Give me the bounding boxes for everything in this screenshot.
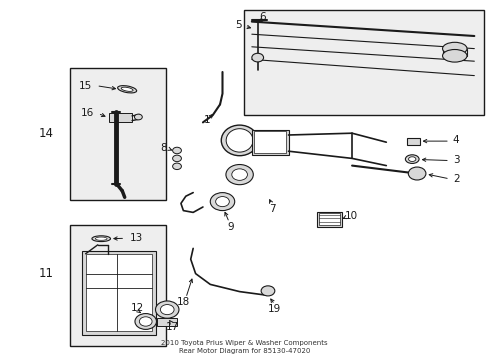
Bar: [318, 213, 340, 225]
Ellipse shape: [225, 129, 253, 152]
Text: 10: 10: [344, 211, 357, 221]
Text: 17: 17: [165, 322, 179, 332]
Ellipse shape: [407, 157, 415, 161]
Text: 1: 1: [203, 114, 210, 125]
Bar: [244, 10, 483, 115]
Text: 6: 6: [259, 12, 265, 22]
Bar: [82, 251, 155, 335]
Circle shape: [155, 301, 179, 318]
Ellipse shape: [405, 155, 418, 163]
Text: 19: 19: [267, 304, 281, 314]
Bar: [70, 225, 166, 346]
Circle shape: [172, 163, 181, 170]
Text: 13: 13: [129, 233, 143, 243]
Text: 14: 14: [39, 127, 54, 140]
Ellipse shape: [95, 237, 107, 240]
Ellipse shape: [221, 125, 258, 156]
Text: 12: 12: [131, 303, 144, 313]
Circle shape: [225, 165, 253, 185]
Ellipse shape: [118, 86, 136, 93]
Text: 8: 8: [160, 143, 167, 153]
Circle shape: [251, 53, 263, 62]
Ellipse shape: [121, 87, 133, 91]
Circle shape: [231, 169, 247, 180]
Text: 3: 3: [452, 155, 459, 165]
Bar: [254, 131, 285, 153]
Text: 2010 Toyota Prius Wiper & Washer Components
Rear Motor Diagram for 85130-47020: 2010 Toyota Prius Wiper & Washer Compone…: [161, 339, 327, 354]
Ellipse shape: [442, 42, 466, 55]
Bar: [251, 130, 288, 155]
Bar: [157, 318, 177, 326]
Circle shape: [261, 286, 274, 296]
Circle shape: [172, 155, 181, 162]
Text: 4: 4: [452, 135, 459, 145]
Text: 2: 2: [452, 174, 459, 184]
Bar: [406, 138, 419, 145]
Circle shape: [210, 193, 234, 211]
Circle shape: [172, 147, 181, 154]
Bar: [108, 113, 132, 122]
Bar: [85, 254, 151, 331]
Text: 9: 9: [227, 222, 234, 232]
Circle shape: [215, 197, 229, 207]
Circle shape: [134, 114, 142, 120]
Text: 11: 11: [39, 267, 54, 280]
Text: 15: 15: [78, 81, 92, 91]
Text: 5: 5: [235, 20, 242, 30]
Circle shape: [160, 305, 174, 315]
Bar: [316, 212, 342, 227]
Ellipse shape: [442, 49, 466, 62]
Bar: [70, 68, 166, 200]
Circle shape: [139, 317, 152, 326]
Circle shape: [135, 314, 156, 329]
Ellipse shape: [92, 236, 110, 242]
Text: 16: 16: [80, 108, 94, 118]
Text: 7: 7: [269, 204, 276, 214]
Circle shape: [407, 167, 425, 180]
Text: 18: 18: [176, 297, 190, 307]
